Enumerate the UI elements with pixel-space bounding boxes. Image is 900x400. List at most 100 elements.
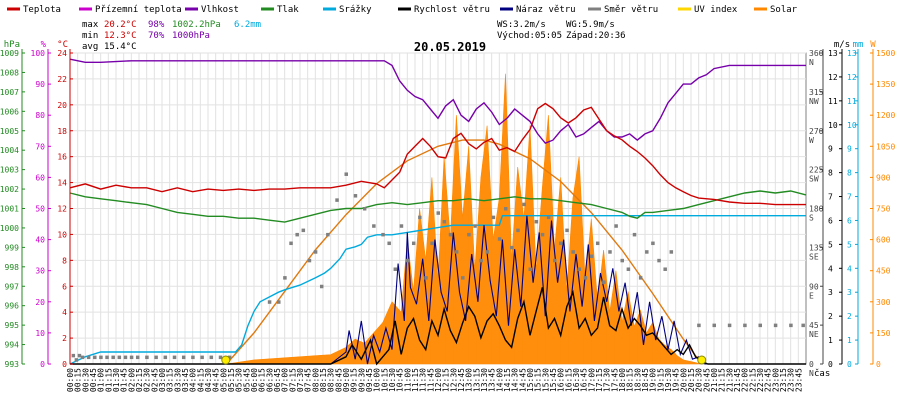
x-tick-label: 19:15 bbox=[656, 368, 665, 392]
x-tick-label: 12:30 bbox=[449, 368, 458, 392]
tick-name-dir: SE bbox=[809, 252, 819, 261]
x-tick-label: 05:00 bbox=[219, 368, 228, 392]
wind-dir-point bbox=[209, 355, 214, 360]
x-tick-label: 11:45 bbox=[426, 368, 435, 392]
wind-dir-point bbox=[510, 245, 514, 250]
x-tick-label: 04:00 bbox=[189, 368, 198, 392]
tick-label-ms: 2 bbox=[828, 312, 833, 321]
x-tick-label: 05:15 bbox=[227, 368, 236, 392]
stat-min-temp: 12.3°C bbox=[104, 31, 137, 41]
wind-dir-point bbox=[418, 215, 422, 220]
tick-label-dir: 225 bbox=[809, 166, 824, 175]
tick-label-ms: 5 bbox=[828, 240, 833, 249]
stat-wg: WG:5.9m/s bbox=[566, 20, 615, 30]
tick-label-temp: 10 bbox=[57, 230, 67, 239]
x-tick-label: 00:00 bbox=[66, 368, 75, 392]
legend-label: Přízemní teplota bbox=[95, 5, 182, 15]
x-tick-label: 09:00 bbox=[342, 368, 351, 392]
x-tick-label: 03:15 bbox=[166, 368, 175, 392]
tick-label-pct: 10 bbox=[35, 329, 45, 338]
wind-dir-point bbox=[154, 355, 158, 360]
tick-label-temp: 16 bbox=[57, 153, 67, 162]
wind-dir-point bbox=[74, 358, 79, 362]
wind-dir-point bbox=[697, 323, 701, 328]
tick-label-hpa: 998 bbox=[5, 263, 20, 272]
legend-label: Směr větru bbox=[604, 5, 658, 15]
tick-label-ms: 0 bbox=[828, 360, 833, 369]
tick-label-temp: 22 bbox=[57, 75, 67, 84]
tick-label-ms: 7 bbox=[828, 193, 833, 202]
tick-label-hpa: 993 bbox=[5, 360, 20, 369]
x-tick-label: 14:00 bbox=[495, 368, 504, 392]
solar-max-line bbox=[225, 139, 703, 365]
tick-label-w: 1050 bbox=[876, 142, 895, 151]
stat-avg-temp: 15.4°C bbox=[104, 42, 137, 52]
x-tick-label: 05:45 bbox=[242, 368, 251, 392]
wind-dir-point bbox=[200, 355, 204, 360]
tick-label-pct: 50 bbox=[35, 205, 45, 214]
tick-label-ms: 8 bbox=[828, 169, 833, 178]
tick-label-pct: 0 bbox=[40, 360, 45, 369]
tick-label-ms: 3 bbox=[828, 288, 833, 297]
wind-dir-point bbox=[411, 241, 416, 246]
x-tick-label: 14:15 bbox=[503, 368, 512, 392]
x-tick-label: 16:15 bbox=[564, 368, 573, 392]
x-tick-label: 03:00 bbox=[158, 368, 167, 392]
wind-dir-point bbox=[712, 323, 716, 328]
x-tick-label: 05:30 bbox=[235, 368, 244, 392]
x-tick-label: 11:00 bbox=[403, 368, 412, 392]
tick-label-dir: 180 bbox=[809, 205, 824, 214]
wind-dir-point bbox=[743, 323, 747, 328]
x-tick-label: 07:30 bbox=[296, 368, 305, 392]
x-tick-label: 10:30 bbox=[388, 368, 397, 392]
humidity-line bbox=[69, 58, 806, 145]
x-tick-label: 21:30 bbox=[725, 368, 734, 392]
x-tick-label: 00:45 bbox=[89, 368, 98, 392]
tick-label-mm: 3 bbox=[847, 288, 852, 297]
tick-label-mm: 11 bbox=[847, 97, 857, 106]
wind-dir-point bbox=[326, 232, 330, 237]
wind-dir-point bbox=[546, 215, 551, 220]
tick-label-hpa: 1006 bbox=[0, 107, 19, 116]
tick-label-dir: 135 bbox=[809, 243, 824, 252]
wind-gust-line bbox=[70, 215, 806, 365]
stat-min-press: 1000hPa bbox=[172, 31, 210, 41]
wind-dir-point bbox=[608, 250, 612, 254]
wind-dir-point bbox=[614, 224, 618, 228]
tick-label-hpa: 997 bbox=[5, 282, 20, 291]
tick-label-dir: 270 bbox=[809, 127, 824, 136]
x-tick-label: 06:45 bbox=[273, 368, 282, 392]
tick-label-dir: 360 bbox=[809, 49, 824, 58]
tick-label-temp: 20 bbox=[57, 101, 67, 110]
tick-name-dir: W bbox=[809, 136, 814, 145]
x-tick-label: 09:45 bbox=[365, 368, 374, 392]
x-tick-label: 01:15 bbox=[104, 368, 113, 392]
wind-dir-point bbox=[436, 211, 440, 215]
uv-point bbox=[221, 355, 231, 365]
x-tick-label: 14:45 bbox=[518, 368, 527, 392]
wind-dir-point bbox=[301, 228, 306, 233]
wind-dir-point bbox=[267, 300, 272, 304]
x-tick-label: 14:30 bbox=[511, 368, 520, 392]
wind-dir-point bbox=[454, 250, 459, 254]
tick-label-pct: 90 bbox=[35, 80, 45, 89]
tick-label-pct: 80 bbox=[35, 111, 45, 120]
wind-dir-point bbox=[651, 241, 655, 246]
wind-dir-point bbox=[461, 276, 465, 280]
stat-max-press: 1002.2hPa bbox=[172, 20, 221, 30]
x-tick-label: 17:45 bbox=[610, 368, 619, 392]
x-tick-label: 03:45 bbox=[181, 368, 190, 392]
wind-dir-point bbox=[669, 250, 674, 254]
tick-label-w: 150 bbox=[876, 329, 891, 338]
x-tick-label: 07:15 bbox=[288, 368, 297, 392]
tick-label-hpa: 1004 bbox=[0, 146, 19, 155]
tick-label-w: 750 bbox=[876, 205, 891, 214]
wind-dir-point bbox=[93, 355, 97, 360]
wind-dir-point bbox=[430, 241, 434, 246]
x-tick-label: 23:00 bbox=[771, 368, 780, 392]
wind-dir-point bbox=[657, 258, 661, 263]
axis-label-w: W bbox=[870, 40, 876, 50]
tick-label-mm: 12 bbox=[847, 73, 857, 82]
x-tick-label: 23:15 bbox=[779, 368, 788, 392]
